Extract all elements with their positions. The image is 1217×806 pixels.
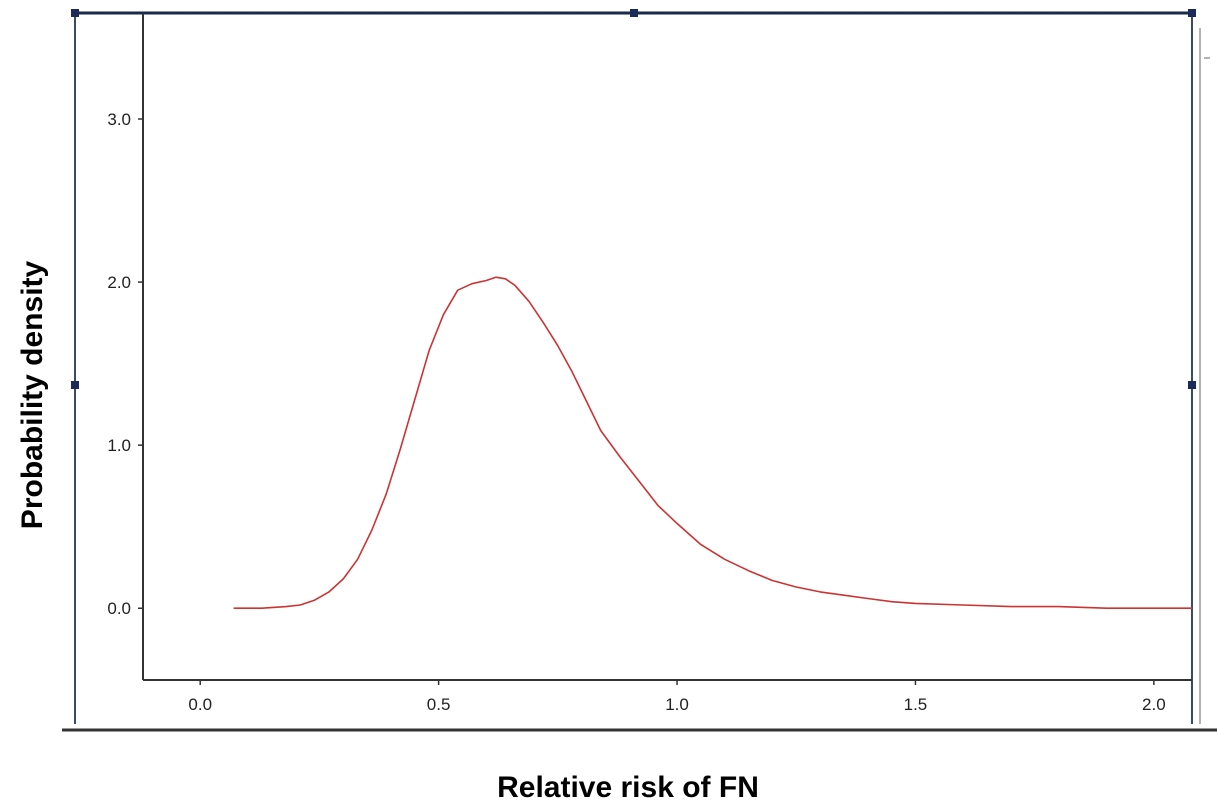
resize-handle-top-left[interactable] <box>71 9 79 17</box>
x-tick-label: 2.0 <box>1142 695 1166 714</box>
x-tick-label: 0.0 <box>188 695 212 714</box>
resize-handle-top-center[interactable] <box>630 9 638 17</box>
resize-handle-middle-left[interactable] <box>71 381 79 389</box>
x-tick-label: 0.5 <box>427 695 451 714</box>
x-axis-ticks: 0.0 0.5 1.0 1.5 2.0 <box>188 680 1166 714</box>
y-axis-title: Probability density <box>16 260 49 529</box>
x-tick-label: 1.0 <box>665 695 689 714</box>
y-tick-label: 1.0 <box>107 436 131 455</box>
y-axis-ticks: 0.0 1.0 2.0 3.0 <box>107 110 143 618</box>
resize-handle-top-right[interactable] <box>1188 9 1196 17</box>
resize-handle-middle-right[interactable] <box>1188 381 1196 389</box>
density-curve <box>233 276 1192 609</box>
y-tick-label: 2.0 <box>107 273 131 292</box>
y-tick-label: 3.0 <box>107 110 131 129</box>
y-tick-label: 0.0 <box>107 599 131 618</box>
x-axis-title: Relative risk of FN <box>497 771 759 804</box>
x-tick-label: 1.5 <box>904 695 928 714</box>
